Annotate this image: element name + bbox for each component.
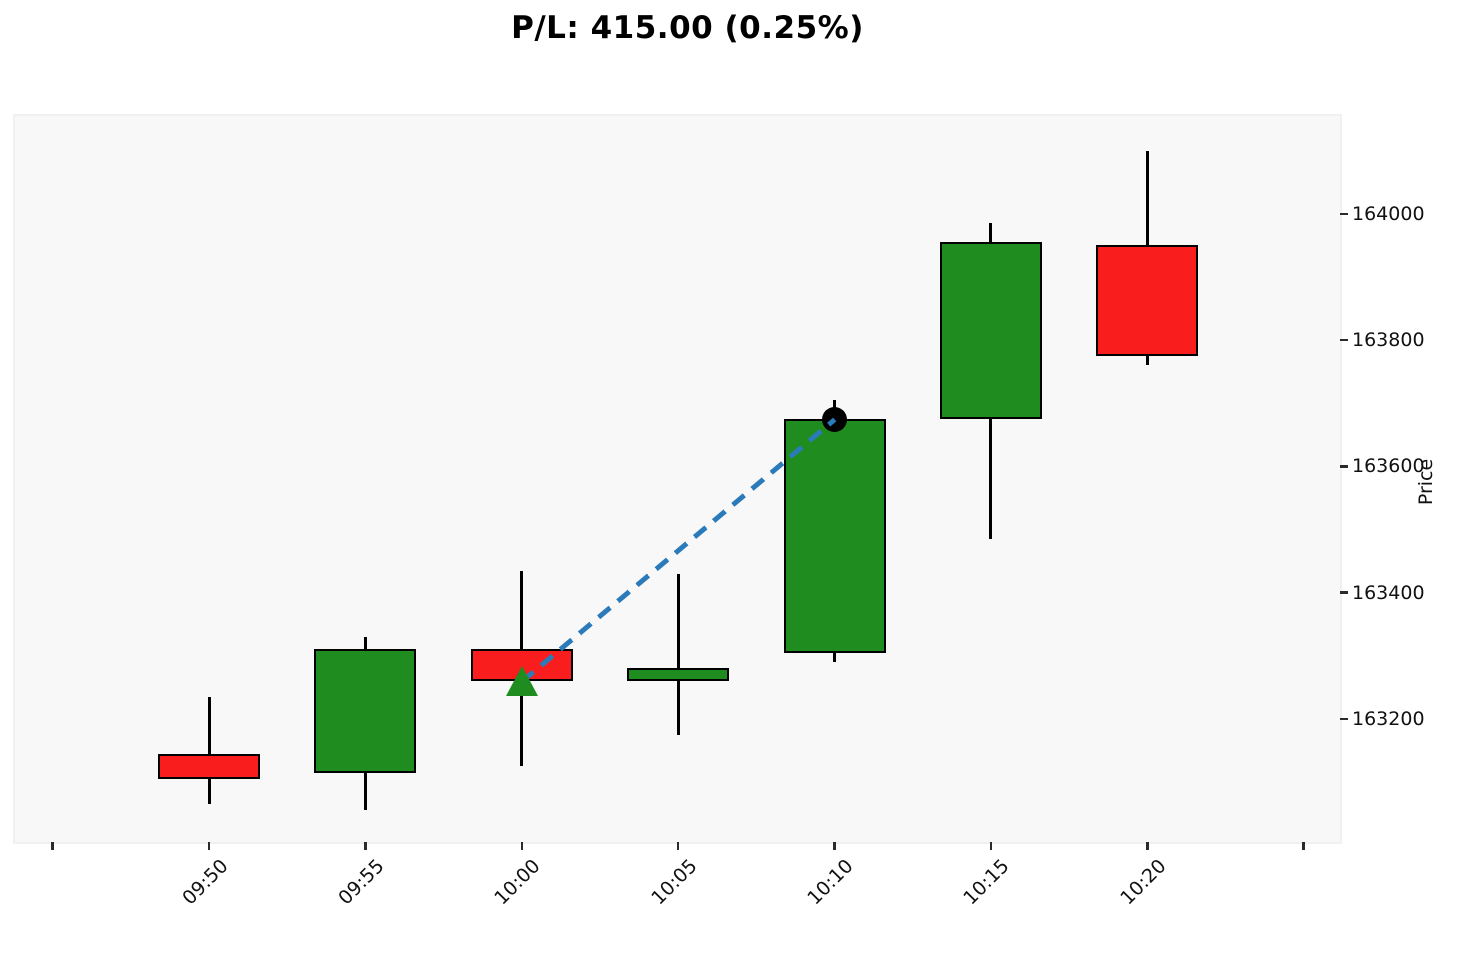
y-tick-mark bbox=[1340, 465, 1348, 468]
y-tick-label: 164000 bbox=[1352, 202, 1425, 225]
y-tick-label: 163200 bbox=[1352, 707, 1425, 730]
x-tick-label: 10:15 bbox=[959, 855, 1014, 910]
candle-body bbox=[314, 649, 417, 773]
y-tick-mark bbox=[1340, 212, 1348, 216]
candle-wick bbox=[676, 573, 680, 735]
plot-area bbox=[15, 116, 1340, 842]
chart-title: P/L: 415.00 (0.25%) bbox=[511, 10, 864, 46]
x-tick-mark bbox=[676, 842, 680, 850]
x-tick-mark bbox=[833, 842, 836, 850]
y-axis-title: Price bbox=[1415, 458, 1437, 506]
x-tick-mark bbox=[1302, 842, 1305, 850]
x-tick-mark bbox=[989, 842, 993, 850]
candle-body bbox=[783, 419, 886, 653]
x-tick-label: 10:10 bbox=[803, 855, 858, 910]
x-tick-mark bbox=[207, 842, 211, 850]
buy-entry-marker bbox=[505, 666, 538, 697]
candle-body bbox=[939, 242, 1042, 419]
y-tick-label: 163600 bbox=[1352, 455, 1425, 478]
y-tick-mark bbox=[1340, 591, 1348, 594]
candle-body bbox=[158, 753, 261, 779]
y-tick-mark bbox=[1340, 717, 1348, 721]
y-tick-mark bbox=[1340, 338, 1348, 342]
x-tick-label: 10:05 bbox=[646, 855, 702, 910]
x-tick-label: 09:55 bbox=[334, 855, 389, 910]
x-tick-mark bbox=[364, 842, 367, 850]
x-tick-mark bbox=[520, 842, 524, 850]
candle-body bbox=[627, 668, 730, 682]
x-tick-label: 10:00 bbox=[490, 855, 545, 910]
x-tick-mark bbox=[1146, 842, 1149, 850]
y-tick-label: 163800 bbox=[1352, 329, 1425, 352]
x-tick-label: 10:20 bbox=[1116, 855, 1171, 910]
x-tick-mark bbox=[51, 842, 54, 850]
x-tick-label: 09:50 bbox=[177, 855, 233, 910]
candle-body bbox=[1096, 245, 1199, 356]
candle-wick bbox=[207, 696, 211, 805]
y-tick-label: 163400 bbox=[1352, 581, 1425, 604]
